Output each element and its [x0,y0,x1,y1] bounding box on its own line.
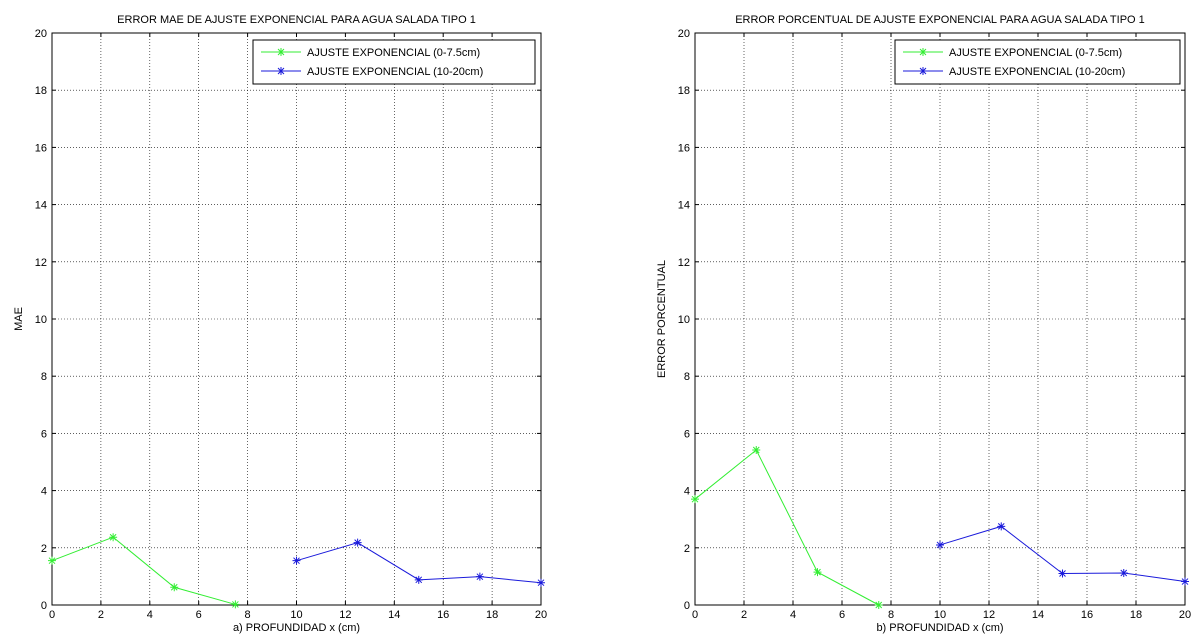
y-tick-label: 4 [41,486,47,498]
data-point-marker [874,601,883,609]
y-tick-label: 14 [678,200,690,212]
x-tick-label: 10 [934,609,946,621]
chart-2: 0 2 4 6 8 10 12 14 16 18 20 0 2 4 6 8 10 12 14 16 18 20 ERROR … [656,14,1191,634]
data-point-marker [277,48,285,56]
series-line [694,449,879,606]
data-point-marker [48,556,56,565]
x-tick-label: 2 [741,609,747,621]
data-point-marker [936,540,944,549]
x-tick-label: 10 [290,609,302,621]
data-point-marker [813,568,822,577]
y-tick-label: 16 [35,142,47,154]
x-tick-label: 8 [245,609,251,621]
data-point-marker [1058,569,1067,578]
axes-box [694,32,1186,606]
x-tick-label: 0 [49,609,55,621]
legend-entry: AJUSTE EXPONENCIAL (10-20cm) [307,66,483,78]
data-point-marker [691,495,699,504]
y-tick-label: 14 [35,200,47,212]
y-tick-label: 0 [41,600,47,612]
x-tick-label: 16 [1081,609,1093,621]
y-tick-label: 10 [678,314,690,326]
y-tick-label: 2 [684,543,690,555]
series-2 [936,522,1189,586]
series-1 [691,445,883,609]
x-tick-label: 14 [1032,609,1044,621]
data-point-marker [292,556,301,565]
x-tick-label: 20 [535,609,547,621]
legend-entry: AJUSTE EXPONENCIAL (0-7.5cm) [949,47,1122,59]
y-tick-label: 2 [41,543,47,555]
y-tick-label: 12 [678,257,690,269]
data-point-marker [997,522,1006,531]
y-tick-label: 10 [35,314,47,326]
x-tick-label: 4 [147,609,153,621]
x-tick-label: 2 [98,609,104,621]
x-axis-label: b) PROFUNDIDAD x (cm) [876,622,1003,634]
y-tick-label: 8 [41,371,47,383]
x-tick-label: 18 [1130,609,1142,621]
y-tick-label: 18 [678,85,690,97]
x-tick-label: 8 [888,609,894,621]
data-point-marker [277,67,285,75]
data-point-marker [1119,568,1128,577]
x-tick-label: 4 [790,609,796,621]
data-point-marker [109,533,118,542]
series-line [51,536,236,605]
y-tick-label: 20 [35,28,47,40]
legend-box [894,39,1181,85]
data-point-marker [414,575,423,584]
x-tick-label: 14 [388,609,400,621]
x-tick-label: 18 [486,609,498,621]
y-tick-label: 18 [35,85,47,97]
data-point-marker [1181,577,1189,586]
chart-title: ERROR MAE DE AJUSTE EXPONENCIAL PARA AGU… [117,14,476,26]
data-point-marker [919,48,927,56]
x-tick-label: 6 [839,609,845,621]
x-tick-label: 16 [437,609,449,621]
data-point-marker [353,538,362,547]
y-tick-label: 0 [684,600,690,612]
y-axis-label: MAE [13,307,25,331]
legend-entry: AJUSTE EXPONENCIAL (10-20cm) [949,66,1125,78]
x-tick-label: 20 [1179,609,1191,621]
chart-1: 0 2 4 6 8 10 12 14 16 18 20 0 2 4 6 8 10 12 14 16 18 20 ERROR … [13,14,547,634]
y-axis-label: ERROR PORCENTUAL [656,260,668,378]
x-tick-label: 12 [983,609,995,621]
series-2 [292,538,545,587]
y-tick-label: 4 [684,486,690,498]
y-tick-label: 12 [35,257,47,269]
x-tick-label: 6 [196,609,202,621]
x-axis-label: a) PROFUNDIDAD x (cm) [233,622,360,634]
legend: AJUSTE EXPONENCIAL (0-7.5cm) AJUSTE EXPON… [894,39,1181,85]
y-tick-label: 16 [678,142,690,154]
x-tick-label: 0 [692,609,698,621]
legend: AJUSTE EXPONENCIAL (0-7.5cm) AJUSTE EXPON… [252,39,536,85]
y-tick-label: 8 [684,371,690,383]
y-tick-label: 20 [678,28,690,40]
chart-title: ERROR PORCENTUAL DE AJUSTE EXPONENCIAL P… [735,14,1145,26]
y-tick-label: 6 [684,428,690,440]
data-point-marker [919,67,927,75]
y-tick-label: 6 [41,428,47,440]
legend-box [252,39,536,85]
series-1 [48,533,240,609]
x-tick-label: 12 [339,609,351,621]
legend-entry: AJUSTE EXPONENCIAL (0-7.5cm) [307,47,480,59]
data-point-marker [231,600,240,609]
data-point-marker [752,445,761,454]
data-point-marker [170,583,179,592]
data-point-marker [475,572,484,581]
axes-box [51,32,542,606]
data-point-marker [537,578,545,587]
